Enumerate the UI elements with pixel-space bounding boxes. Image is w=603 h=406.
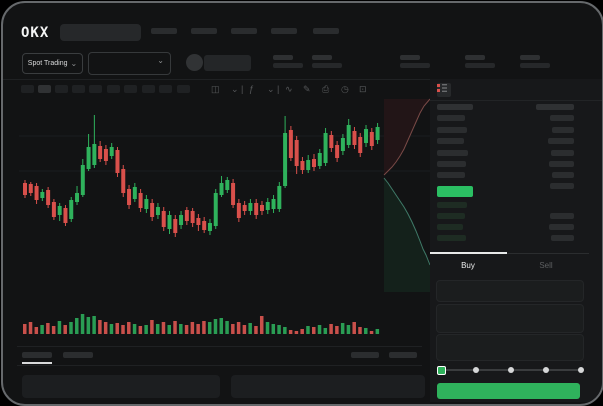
timeframe-button[interactable] — [159, 85, 172, 93]
orderbook-asks-icon[interactable] — [437, 83, 497, 97]
orderbook-col-header — [536, 104, 574, 110]
nav-item[interactable] — [151, 28, 177, 34]
slider-handle[interactable] — [437, 366, 446, 375]
bid-amount[interactable] — [549, 224, 574, 230]
order-form-field[interactable] — [436, 304, 584, 333]
account-button[interactable] — [204, 55, 251, 71]
bottom-action[interactable] — [389, 352, 417, 358]
slider-dot[interactable] — [508, 367, 514, 373]
market-selector-label: Spot Trading — [27, 60, 68, 67]
bottom-panel[interactable] — [22, 375, 220, 398]
search-input[interactable] — [60, 24, 141, 41]
chevron-down-icon: ⌄ — [70, 58, 78, 68]
pair-select[interactable]: ⌄ — [88, 52, 171, 75]
timeframe-button[interactable] — [72, 85, 85, 93]
timeframe-button[interactable] — [177, 85, 190, 93]
stat-value — [400, 63, 430, 68]
draw-tool-icon[interactable]: ✎ — [303, 84, 311, 94]
ask-amount[interactable] — [552, 172, 574, 178]
timeframe-button[interactable] — [142, 85, 155, 93]
timeframe-button[interactable] — [107, 85, 120, 93]
buy-button[interactable] — [437, 383, 580, 399]
stat-value — [520, 63, 550, 68]
stat-label — [273, 55, 293, 60]
slider-dot[interactable] — [543, 367, 549, 373]
line-tool-icon[interactable]: ∿ — [285, 84, 293, 94]
bottom-action[interactable] — [351, 352, 379, 358]
tab-sell[interactable]: Sell — [539, 261, 553, 270]
slider-dot[interactable] — [578, 367, 584, 373]
ask-price[interactable] — [437, 172, 465, 178]
indicator-icon[interactable]: ƒ — [249, 84, 255, 94]
ask-amount[interactable] — [550, 115, 574, 121]
bid-amount[interactable] — [550, 213, 574, 219]
stat-label — [465, 55, 485, 60]
chart-bottom-divider — [17, 346, 422, 347]
nav-item[interactable] — [271, 28, 297, 34]
bottom-tab-active-underline — [22, 362, 52, 364]
last-price-badge[interactable] — [437, 186, 473, 197]
ask-price[interactable] — [437, 127, 467, 133]
bottom-tabs-divider — [17, 365, 422, 366]
ask-price[interactable] — [437, 138, 464, 144]
interval-icon[interactable]: ◫ — [211, 84, 220, 94]
ask-amount[interactable] — [552, 127, 574, 133]
camera-icon[interactable]: ⎙ — [322, 84, 330, 94]
avatar[interactable] — [186, 54, 203, 71]
fullscreen-icon[interactable]: ⊡ — [359, 84, 367, 94]
chevron-down-icon[interactable]: ⌄ — [267, 84, 275, 94]
stat-value — [273, 63, 303, 68]
bid-amount[interactable] — [551, 235, 574, 241]
history-icon[interactable]: ◷ — [341, 84, 349, 94]
orderbook-combined-icon[interactable] — [437, 83, 451, 97]
ask-price[interactable] — [437, 115, 465, 121]
ask-amount[interactable] — [550, 183, 574, 189]
toolbar-divider: | — [277, 84, 280, 94]
chevron-down-icon: ⌄ — [157, 56, 164, 65]
tab-divider — [507, 253, 589, 254]
bottom-tab[interactable] — [63, 352, 93, 358]
stat-value — [465, 63, 495, 68]
trade-panel: Buy Sell — [430, 79, 602, 402]
orderbook-layout-toggles — [437, 83, 497, 97]
bottom-panel[interactable] — [231, 375, 425, 398]
orderbook-bids-icon[interactable] — [437, 83, 474, 97]
nav-item[interactable] — [313, 28, 339, 34]
bid-price[interactable] — [437, 202, 467, 208]
bid-price[interactable] — [437, 224, 463, 230]
order-form-field[interactable] — [436, 280, 584, 302]
stat-label — [400, 55, 420, 60]
nav-item[interactable] — [231, 28, 257, 34]
ask-amount[interactable] — [551, 150, 574, 156]
ask-amount[interactable] — [549, 161, 574, 167]
stat-label — [520, 55, 540, 60]
bid-price[interactable] — [437, 235, 466, 241]
order-form-field[interactable] — [436, 334, 584, 361]
bid-price[interactable] — [437, 213, 465, 219]
bottom-tab[interactable] — [22, 352, 52, 358]
timeframe-button[interactable] — [55, 85, 68, 93]
buy-tab-indicator — [430, 252, 507, 254]
timeframe-button[interactable] — [124, 85, 137, 93]
nav-item[interactable] — [191, 28, 217, 34]
slider-dot[interactable] — [473, 367, 479, 373]
orderbook-col-header — [437, 104, 473, 110]
toolbar-divider: | — [241, 84, 244, 94]
tab-buy[interactable]: Buy — [461, 261, 475, 270]
timeframe-button[interactable] — [21, 85, 34, 93]
stat-label — [312, 55, 332, 60]
ask-price[interactable] — [437, 161, 466, 167]
okx-logo[interactable]: OKX — [21, 25, 50, 41]
chevron-down-icon[interactable]: ⌄ — [231, 84, 239, 94]
market-selector-button[interactable]: Spot Trading ⌄ — [22, 53, 83, 74]
timeframe-button[interactable] — [38, 85, 51, 93]
ask-price[interactable] — [437, 150, 468, 156]
header-divider — [3, 79, 602, 80]
timeframe-button[interactable] — [89, 85, 102, 93]
stat-value — [312, 63, 342, 68]
orderbook-divider — [430, 100, 602, 101]
ask-amount[interactable] — [548, 138, 574, 144]
